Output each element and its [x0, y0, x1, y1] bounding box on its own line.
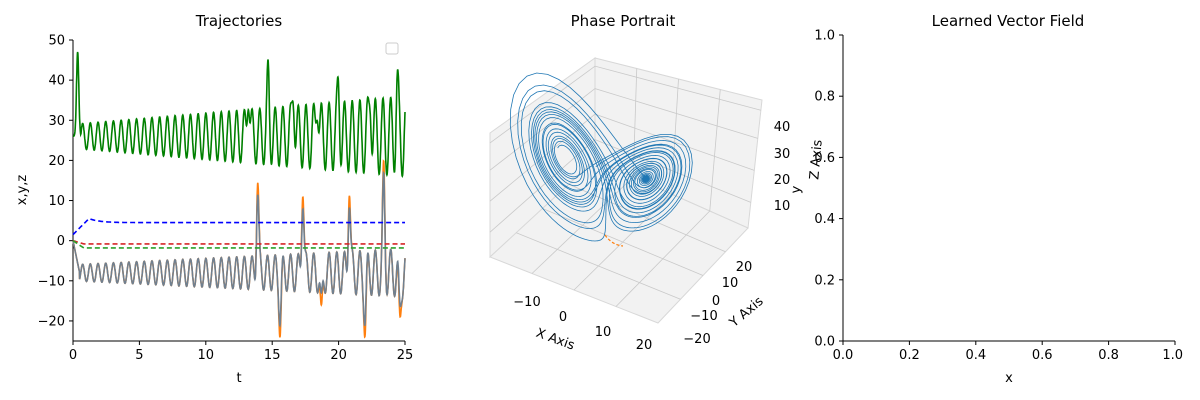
y-tick-label: −20: [38, 314, 65, 329]
vector-field-xlabel: x: [1005, 371, 1013, 386]
vf-y-tick-label: 0.6: [814, 151, 835, 166]
trajectories-panel: Trajectories −20 −10 0 10 20 30 40 50 0 5 10 15 20 2…: [15, 12, 413, 386]
y-tick-label: 0: [57, 234, 65, 249]
phase-portrait-title: Phase Portrait: [571, 12, 676, 30]
y-tick-label: 30: [48, 114, 65, 129]
vector-field-panel: Learned Vector Field 0.00.20.40.60.81.00…: [814, 12, 1183, 386]
grid-line: [709, 89, 721, 212]
phase-portrait-series: [509, 72, 693, 247]
x-tick-label: 5: [135, 348, 143, 363]
trajectories-x-ticks: 0 5 10 15 20 25: [69, 341, 413, 363]
y3d-tick-label: 0: [712, 294, 720, 309]
vf-y-tick-label: 0.2: [814, 273, 835, 288]
z3d-tick-label: 10: [774, 199, 791, 214]
x-tick-label: 0: [69, 348, 77, 363]
trajectories-xlabel: t: [236, 371, 241, 386]
vf-x-tick-label: 1.0: [1162, 348, 1183, 363]
x3d-tick-label: 10: [595, 325, 612, 340]
trajectories-legend: [385, 42, 399, 55]
grid-line: [568, 183, 726, 253]
x-tick-label: 10: [198, 348, 215, 363]
vf-x-tick-label: 0.6: [1032, 348, 1053, 363]
x3d-tick-label: 0: [559, 310, 567, 325]
y-axis-label: Y Axis: [726, 294, 766, 331]
vf-x-tick-label: 0.0: [833, 348, 854, 363]
grid-line: [489, 88, 758, 171]
z-axis-label: Z Axis: [807, 139, 825, 180]
y-tick-label: 50: [48, 34, 65, 49]
trajectory-series-2: [72, 170, 406, 328]
y-tick-label: −10: [38, 274, 65, 289]
vf-y-tick-label: 1.0: [814, 29, 835, 44]
x3d-tick-label: 20: [636, 338, 653, 353]
attractor-curve: [509, 72, 693, 242]
vf-x-tick-label: 0.4: [965, 348, 986, 363]
vector-field-ticks: 0.0 0.2 0.4 0.6 0.8 1.0 0.0 0.2 0.4 0.6 0.8 1.0: [814, 29, 1183, 364]
x-axis-label: X Axis: [534, 326, 577, 354]
trajectory-series-0: [72, 51, 406, 179]
vf-y-tick-label: 0.0: [814, 335, 835, 350]
x-tick-label: 25: [397, 348, 414, 363]
y3d-tick-label: −10: [690, 309, 717, 324]
vector-field-title: Learned Vector Field: [932, 12, 1085, 30]
grid-line: [489, 139, 751, 233]
trajectories-series: [72, 51, 406, 339]
vf-x-tick-label: 0.8: [1098, 348, 1119, 363]
y3d-tick-label: 20: [736, 260, 753, 275]
x3d-tick-label: −10: [513, 295, 540, 310]
trajectory-series-3: [72, 217, 405, 236]
z3d-tick-label: 30: [774, 147, 791, 162]
y-tick-label: 40: [48, 74, 65, 89]
trajectory-series-5: [72, 240, 405, 249]
trajectories-ylabel: x,y,z: [15, 175, 30, 206]
vf-y-tick-label: 0.8: [814, 90, 835, 105]
z3d-tick-label: 40: [774, 120, 791, 135]
trajectories-y-ticks: −20 −10 0 10 20 30 40 50: [38, 34, 73, 329]
trajectory-series-4: [72, 239, 405, 245]
x-tick-label: 20: [330, 348, 347, 363]
grid-line: [489, 65, 761, 144]
short-dashed-curve: [604, 234, 624, 247]
x-tick-label: 15: [264, 348, 281, 363]
extra-y-label: y: [789, 185, 805, 194]
vf-y-tick-label: 0.4: [814, 212, 835, 227]
grid-line: [615, 210, 711, 307]
z3d-tick-label: 20: [774, 173, 791, 188]
y-tick-label: 20: [48, 154, 65, 169]
y3d-tick-label: −20: [683, 332, 710, 347]
grid-line: [489, 113, 755, 202]
y-tick-label: 10: [48, 194, 65, 209]
trajectory-series-1: [72, 159, 406, 339]
y3d-tick-label: 10: [722, 276, 739, 291]
trajectories-title: Trajectories: [195, 12, 283, 30]
vf-x-tick-label: 0.2: [899, 348, 920, 363]
